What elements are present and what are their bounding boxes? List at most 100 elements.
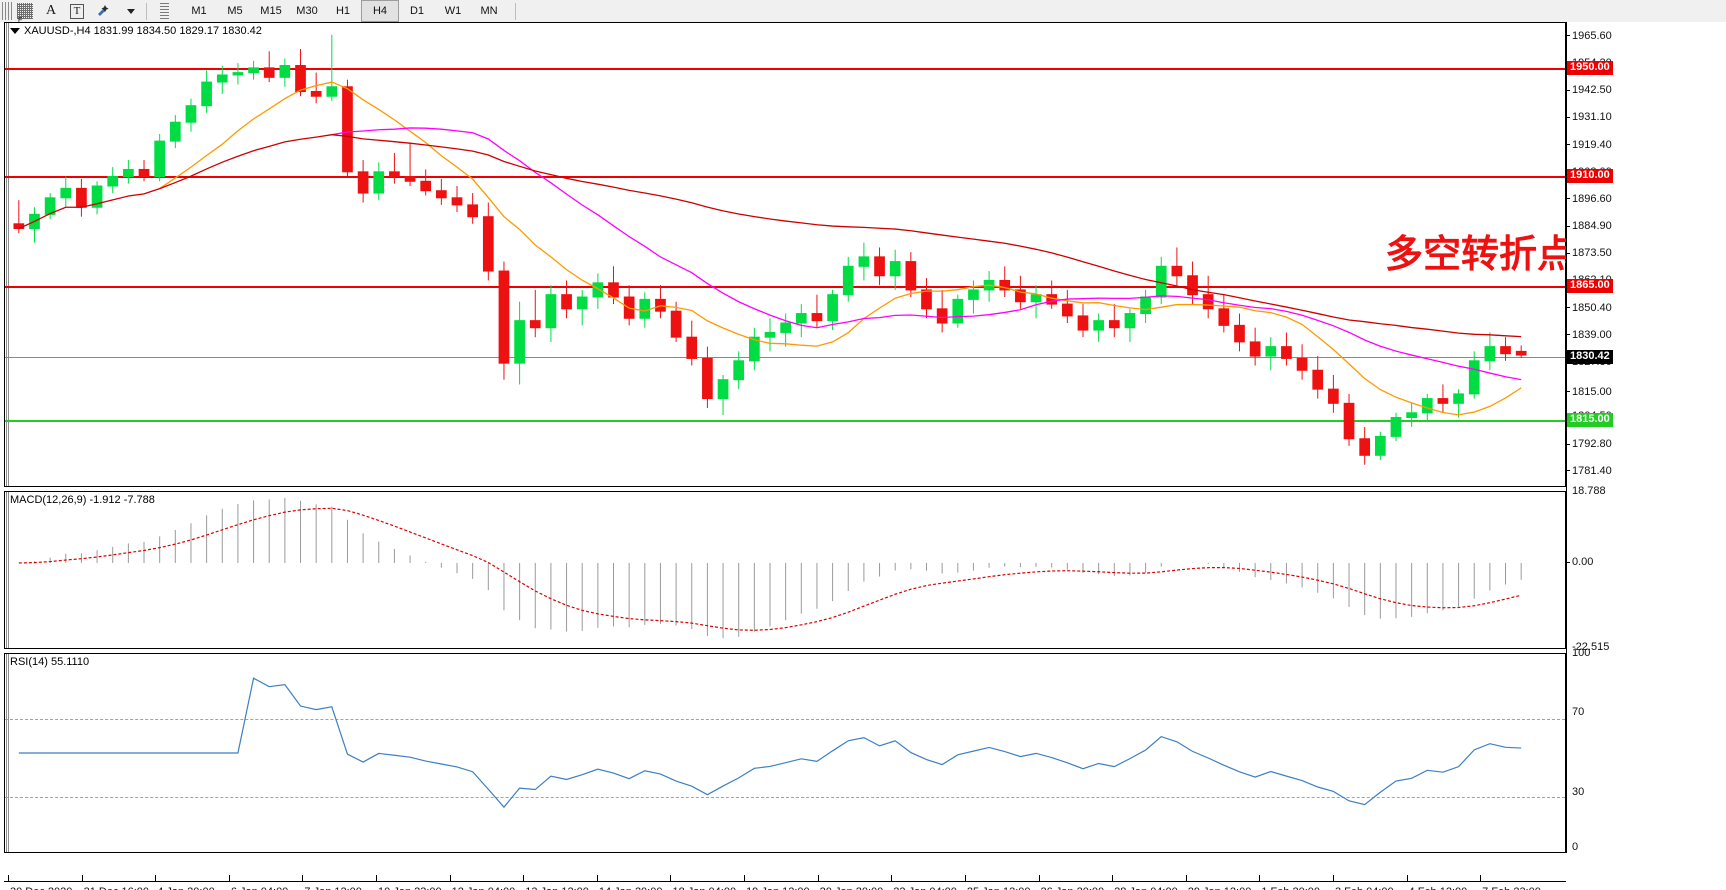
price-tag-1830-42[interactable]: 1830.42 [1567, 350, 1613, 364]
candle-body [1484, 346, 1496, 362]
time-label: 7 Jan 12:00 [304, 886, 362, 890]
rsi-label: RSI(14) 55.1110 [10, 656, 90, 668]
candle-body [279, 65, 291, 78]
candle-body [1453, 393, 1464, 404]
time-tick [670, 875, 672, 881]
symbol-header: XAUUSD-,H4 1831.99 1834.50 1829.17 1830.… [10, 25, 262, 37]
toolbar: A T M1 M5 M15 M30 H1 H4 D1 W1 MN [0, 0, 1726, 24]
color-wand-icon[interactable] [90, 1, 116, 21]
price-tick: 1792.80 [1566, 438, 1612, 450]
chart-area: XAUUSD-,H4 1831.99 1834.50 1829.17 1830.… [0, 22, 1726, 890]
candle-body [1030, 294, 1042, 303]
timeframe-m30[interactable]: M30 [296, 5, 318, 17]
candle-body [1343, 402, 1355, 440]
level-line-1815[interactable] [5, 420, 1565, 422]
price-canvas [13, 34, 1527, 465]
level-line-1830[interactable] [5, 357, 1565, 358]
panel-grip-macd[interactable] [5, 492, 9, 648]
candle-body [733, 360, 745, 381]
rsi-canvas [18, 677, 1522, 809]
timeframe-d1[interactable]: D1 [409, 5, 425, 17]
candle-body [76, 187, 87, 208]
candle-body [545, 294, 557, 329]
macd-panel[interactable]: MACD(12,26,9) -1.912 -7.788 [4, 491, 1566, 649]
macd-canvas [18, 497, 1522, 639]
time-label: 26 Jan 20:00 [1041, 886, 1105, 890]
panel-grip-price[interactable] [5, 23, 9, 486]
candle-body [1124, 313, 1136, 329]
price-tag-1865-00[interactable]: 1865.00 [1567, 279, 1613, 293]
timeframe-h4[interactable]: H4 [361, 0, 399, 22]
time-tick [891, 875, 893, 881]
time-tick [376, 875, 378, 881]
toolbar-separator-2 [515, 2, 516, 20]
text-A-icon[interactable]: A [45, 3, 57, 18]
candle-body [608, 282, 619, 298]
level-line-1950[interactable] [5, 68, 1565, 70]
price-panel[interactable]: XAUUSD-,H4 1831.99 1834.50 1829.17 1830.… [4, 22, 1681, 487]
candle-body [248, 67, 259, 74]
candle-body [154, 140, 166, 178]
candle-body [1359, 438, 1371, 456]
candle-body [1468, 360, 1480, 395]
candle-body [842, 265, 854, 296]
rsi-panel[interactable]: RSI(14) 55.1110 [4, 653, 1566, 853]
candle-body [498, 270, 510, 364]
time-label: 6 Jan 04:00 [231, 886, 289, 890]
timeframe-h1[interactable]: H1 [335, 5, 351, 17]
price-tag-1910-00[interactable]: 1910.00 [1567, 169, 1613, 183]
rsi-line [18, 677, 1522, 809]
timeframe-m15[interactable]: M15 [260, 5, 282, 17]
time-label: 19 Jan 12:00 [746, 886, 810, 890]
time-label: 25 Jan 12:00 [967, 886, 1031, 890]
candle-body [420, 180, 432, 192]
time-label: 3 Feb 04:00 [1335, 886, 1394, 890]
collapse-triangle-icon[interactable] [10, 28, 20, 35]
candle-body [404, 176, 416, 182]
price-tag-1815-00[interactable]: 1815.00 [1567, 413, 1613, 427]
candle-body [1312, 369, 1324, 390]
candle-body [1171, 265, 1183, 277]
level-line-1865[interactable] [5, 286, 1565, 288]
panel-grip-rsi[interactable] [5, 654, 9, 852]
time-label: 20 Jan 20:00 [820, 886, 884, 890]
candle-body [1187, 275, 1198, 296]
toolbar-drag-handle[interactable] [2, 2, 12, 20]
price-axis[interactable]: 1965.601954.201942.501931.101919.401908.… [1566, 22, 1726, 890]
candle-body [1328, 388, 1339, 404]
time-label: 30 Dec 2020 [10, 886, 72, 890]
ruler-icon[interactable] [151, 1, 177, 21]
rsi-tick: 30 [1572, 785, 1585, 798]
candle-body [639, 298, 651, 319]
timeframe-m5[interactable]: M5 [227, 5, 243, 17]
timeframe-w1[interactable]: W1 [444, 5, 462, 17]
rsi-tick: 100 [1572, 647, 1591, 659]
time-tick [1112, 875, 1114, 881]
candle-body [123, 168, 134, 178]
candle-body [764, 331, 776, 338]
price-tick: 1919.40 [1566, 139, 1612, 151]
time-label: 4 Jan 20:00 [157, 886, 215, 890]
candle-body [889, 261, 901, 277]
candle-body [1406, 412, 1417, 418]
candle-body [921, 289, 932, 310]
chevron-down-icon[interactable] [116, 1, 142, 21]
timeframe-group: M1 M5 M15 M30 H1 H4 D1 W1 MN [181, 0, 507, 22]
macd-label: MACD(12,26,9) -1.912 -7.788 [10, 494, 155, 506]
time-tick [817, 875, 819, 881]
candle-body [342, 86, 353, 173]
level-line-1910[interactable] [5, 176, 1565, 178]
grid-f-icon[interactable] [12, 1, 38, 24]
text-label-icon[interactable]: T [64, 1, 90, 21]
time-tick [1038, 875, 1040, 881]
candle-body [576, 296, 588, 310]
timeframe-m1[interactable]: M1 [191, 5, 207, 17]
timeframe-mn[interactable]: MN [480, 5, 498, 17]
candle-body [1265, 346, 1277, 357]
candle-body [1437, 398, 1449, 404]
time-axis[interactable]: 30 Dec 2020 31 Dec 16:00 4 Jan 20:00 6 Jan … [4, 875, 1566, 890]
price-tag-1950-00[interactable]: 1950.00 [1567, 61, 1613, 75]
candle-body [1108, 320, 1120, 329]
time-tick [1332, 875, 1334, 881]
time-label: 4 Feb 12:00 [1409, 886, 1468, 890]
